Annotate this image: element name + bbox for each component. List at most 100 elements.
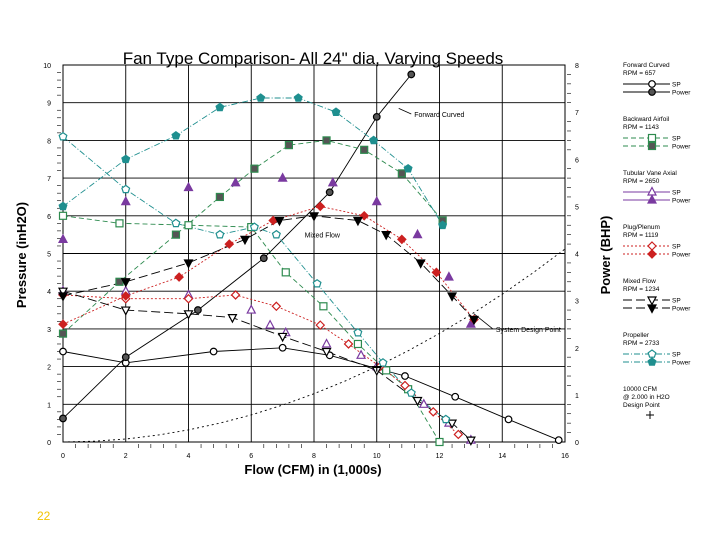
series-line-prop_power [62, 97, 443, 226]
y2-tick-label: 3 [575, 299, 579, 306]
point-pp_power [224, 239, 235, 249]
point-prop_sp [271, 229, 281, 239]
legend-title: Mixed Flow [623, 278, 656, 285]
legend-label: Power [672, 360, 691, 367]
point-pp_sp [315, 320, 326, 330]
point-mf_power [352, 216, 363, 227]
point-prop_sp [406, 388, 416, 397]
y2-tick-label: 0 [575, 440, 579, 447]
point-prop_sp [378, 358, 388, 367]
point-fc_sp [554, 436, 563, 445]
point-mf_power [469, 315, 480, 326]
point-prop_sp [171, 218, 181, 228]
legend-title: Plug/Plenum [623, 224, 660, 231]
point-tva_sp [356, 349, 367, 359]
legend-marker [647, 357, 657, 366]
point-prop_power [293, 93, 303, 102]
point-pp_sp [343, 339, 354, 349]
legend-label: Power [672, 252, 691, 259]
series-line-pp_sp [62, 294, 459, 435]
point-mf_sp [58, 287, 68, 297]
point-tva_power [58, 233, 68, 243]
point-prop_sp [353, 327, 363, 337]
point-ba_power [322, 136, 331, 145]
y2-tick-label: 2 [575, 346, 579, 353]
point-ba_sp [435, 437, 444, 447]
series-line-ba_power [62, 139, 443, 334]
y-tick-label: 6 [47, 214, 51, 221]
y2-tick-label: 8 [575, 63, 579, 70]
point-mf_power [381, 231, 392, 241]
point-fc_sp [451, 392, 460, 401]
point-fc_power [59, 414, 67, 423]
series-line-fc_sp [62, 347, 559, 441]
y2-tick-label: 7 [575, 110, 579, 117]
y-tick-label: 10 [43, 63, 51, 70]
point-fc_sp [504, 415, 513, 424]
point-tva_power [465, 318, 476, 328]
legend-marker [647, 194, 657, 204]
annotation-leader [398, 107, 412, 115]
y2-tick-label: 5 [575, 204, 579, 211]
legend-label: SP [672, 298, 681, 305]
y-tick-label: 8 [47, 138, 51, 145]
point-fc_power [121, 353, 130, 362]
annotation-leader [473, 313, 494, 330]
y2-tick-label: 4 [575, 252, 579, 259]
point-prop_power [256, 93, 266, 102]
point-mf_sp [183, 310, 194, 320]
point-ba_sp [58, 211, 68, 220]
point-ba_power [58, 329, 68, 338]
point-ba_power [360, 145, 369, 154]
legend-title: Backward Airfoil [623, 116, 670, 123]
point-fc_power [194, 306, 202, 314]
point-pp_sp [230, 290, 241, 300]
point-prop_sp [249, 222, 259, 231]
point-mf_power [274, 216, 285, 227]
point-mf_power [183, 259, 194, 269]
point-ba_sp [382, 366, 391, 375]
legend-label: SP [672, 82, 681, 89]
point-tva_power [120, 195, 131, 206]
x-axis-label: Flow (CFM) in (1,000s) [244, 462, 381, 477]
legend-title: Propeller [623, 332, 650, 339]
legend-title: Forward Curved [623, 62, 670, 69]
annotation-mixed-flow: Mixed Flow [305, 233, 341, 240]
legend-label: Power [672, 90, 691, 97]
legend-marker [647, 241, 657, 251]
markers [58, 70, 563, 447]
point-ba_power [250, 164, 259, 173]
point-fc_power [325, 188, 334, 197]
point-tva_power [371, 195, 382, 206]
series-line-pp_power [62, 205, 475, 325]
annotations: Forward Curved Mixed Flow System Design Po… [305, 107, 561, 334]
point-mf_power [309, 212, 319, 222]
x-tick-label: 0 [61, 453, 65, 460]
x-tick-label: 16 [561, 453, 569, 460]
point-fc_sp [401, 372, 409, 380]
y-tick-label: 7 [47, 176, 51, 183]
point-pp_power [58, 319, 68, 330]
y-tick-label: 9 [47, 101, 51, 108]
point-fc_sp [209, 347, 218, 356]
point-tva_sp [321, 338, 332, 348]
y-tick-label: 0 [47, 440, 51, 447]
legend-label: SP [672, 244, 681, 251]
slide-number: 22 [37, 509, 51, 523]
legend-marker [648, 80, 656, 88]
chart-title: Fan Type Comparison- All 24" dia, Varyin… [123, 49, 504, 68]
point-pp_power [174, 272, 184, 282]
legend-marker [648, 88, 656, 96]
point-mf_sp [277, 332, 288, 343]
point-ba_sp [184, 221, 193, 230]
point-mf_sp [321, 347, 332, 358]
point-ba_power [215, 192, 224, 202]
point-prop_power [58, 201, 68, 211]
y2-axis-label: Power (BHP) [598, 216, 613, 295]
point-mf_sp [227, 313, 238, 324]
